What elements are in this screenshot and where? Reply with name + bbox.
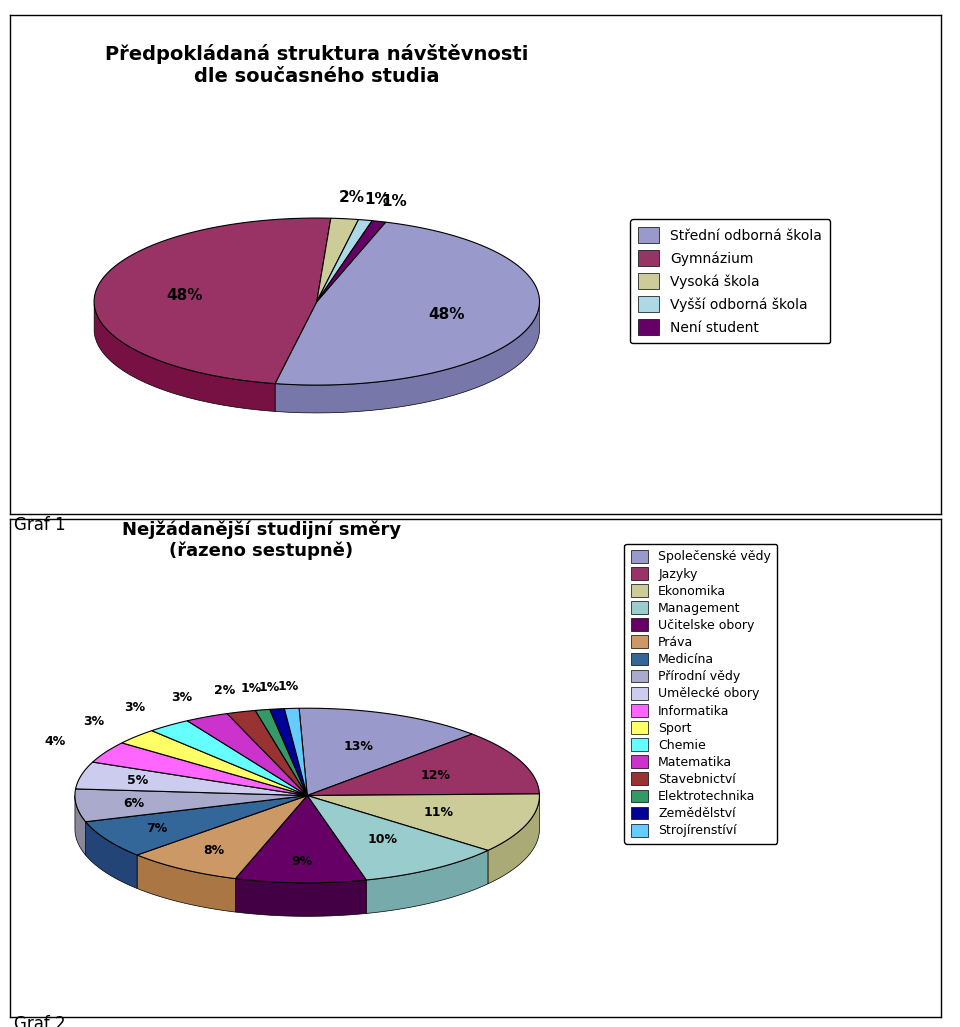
Text: 48%: 48% <box>428 306 465 321</box>
Polygon shape <box>270 709 307 796</box>
Polygon shape <box>488 796 540 884</box>
Text: Graf 1: Graf 1 <box>14 516 66 534</box>
Text: 1%: 1% <box>277 680 299 693</box>
Text: 9%: 9% <box>292 854 313 868</box>
Text: 7%: 7% <box>146 822 167 835</box>
Text: 1%: 1% <box>381 194 407 208</box>
Text: 8%: 8% <box>203 844 224 858</box>
Polygon shape <box>75 796 85 855</box>
Polygon shape <box>276 305 540 413</box>
Polygon shape <box>85 822 137 888</box>
Polygon shape <box>284 709 307 796</box>
Text: 48%: 48% <box>166 288 203 303</box>
Text: 3%: 3% <box>124 701 145 715</box>
Title: Předpokládaná struktura návštěvnosti
dle současného studia: Předpokládaná struktura návštěvnosti dle… <box>105 44 529 86</box>
Polygon shape <box>122 730 307 796</box>
Legend: Společenské vědy, Jazyky, Ekonomika, Management, Učitelske obory, Práva, Medicín: Společenské vědy, Jazyky, Ekonomika, Man… <box>625 543 778 843</box>
Polygon shape <box>307 796 488 880</box>
Polygon shape <box>255 710 307 796</box>
Polygon shape <box>94 218 331 384</box>
Polygon shape <box>94 304 276 412</box>
Text: 3%: 3% <box>171 690 192 703</box>
Polygon shape <box>307 734 540 796</box>
Polygon shape <box>76 762 307 796</box>
Polygon shape <box>276 222 540 385</box>
Polygon shape <box>152 721 307 796</box>
Polygon shape <box>235 879 367 916</box>
Polygon shape <box>75 789 307 822</box>
Text: 2%: 2% <box>339 190 365 205</box>
Text: 1%: 1% <box>241 682 262 695</box>
Text: 3%: 3% <box>83 715 104 728</box>
Text: 4%: 4% <box>45 734 66 748</box>
Text: 2%: 2% <box>214 684 235 697</box>
Text: 13%: 13% <box>344 740 373 754</box>
Polygon shape <box>307 794 540 850</box>
Legend: Střední odborná škola, Gymnázium, Vysoká škola, Vyšší odborná škola, Není studen: Střední odborná škola, Gymnázium, Vysoká… <box>630 219 830 343</box>
Polygon shape <box>235 796 367 883</box>
Text: 1%: 1% <box>365 192 391 207</box>
Polygon shape <box>85 796 307 855</box>
Text: 12%: 12% <box>420 768 450 782</box>
Polygon shape <box>228 711 307 796</box>
Polygon shape <box>367 850 488 913</box>
Polygon shape <box>93 743 307 796</box>
Polygon shape <box>137 796 307 879</box>
Text: 6%: 6% <box>124 797 145 809</box>
Text: 10%: 10% <box>368 833 397 846</box>
Polygon shape <box>317 220 372 302</box>
Text: 5%: 5% <box>127 773 149 787</box>
Polygon shape <box>187 714 307 796</box>
Polygon shape <box>137 855 235 912</box>
Text: 11%: 11% <box>424 806 454 820</box>
Text: 1%: 1% <box>259 681 280 694</box>
Polygon shape <box>317 221 386 302</box>
Title: Nejžádanější studijní směry
(řazeno sestupně): Nejžádanější studijní směry (řazeno sest… <box>122 521 400 561</box>
Polygon shape <box>300 709 472 796</box>
Text: Graf 2: Graf 2 <box>14 1015 66 1027</box>
Polygon shape <box>317 218 358 302</box>
